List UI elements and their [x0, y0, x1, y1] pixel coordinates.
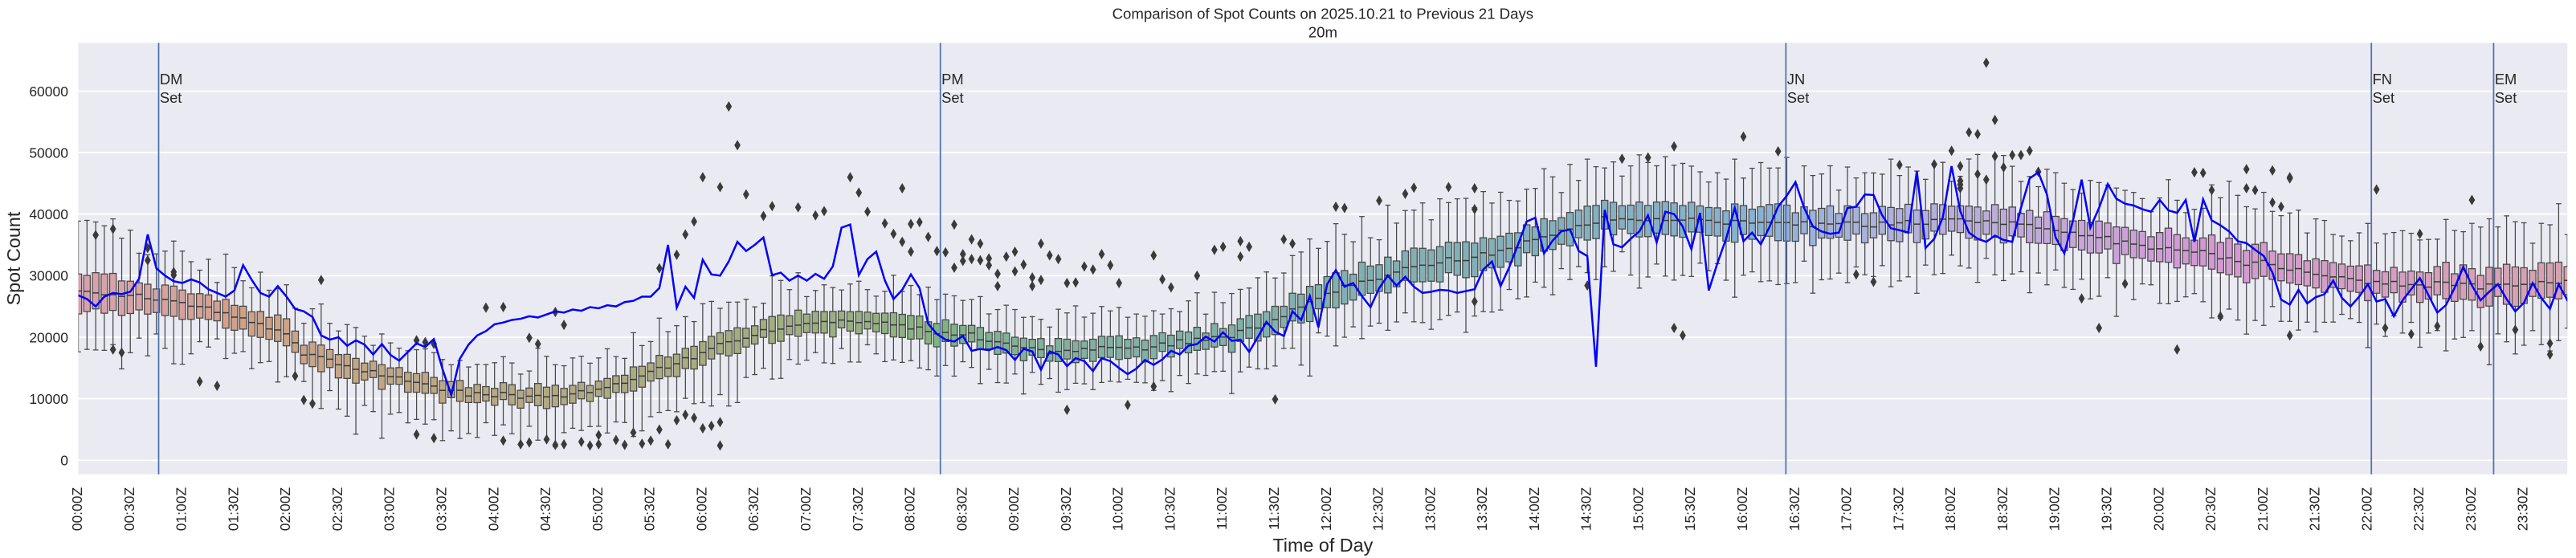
svg-text:00:30Z: 00:30Z [121, 487, 137, 531]
svg-text:Set: Set [2373, 89, 2395, 106]
svg-text:07:30Z: 07:30Z [850, 487, 866, 531]
svg-text:15:00Z: 15:00Z [1630, 487, 1646, 531]
svg-text:50000: 50000 [29, 145, 68, 161]
svg-text:60000: 60000 [29, 83, 68, 100]
svg-text:07:00Z: 07:00Z [798, 487, 814, 531]
svg-text:08:30Z: 08:30Z [953, 487, 970, 531]
svg-text:21:00Z: 21:00Z [2255, 487, 2271, 531]
svg-text:15:30Z: 15:30Z [1682, 487, 1698, 531]
svg-text:10:30Z: 10:30Z [1161, 487, 1178, 531]
svg-text:11:00Z: 11:00Z [1214, 487, 1230, 530]
svg-text:17:00Z: 17:00Z [1839, 487, 1855, 531]
svg-text:13:00Z: 13:00Z [1422, 487, 1438, 531]
svg-text:08:00Z: 08:00Z [902, 487, 918, 531]
svg-text:30000: 30000 [29, 268, 68, 284]
svg-text:16:00Z: 16:00Z [1734, 487, 1750, 531]
svg-text:PM: PM [941, 71, 964, 88]
svg-text:00:00Z: 00:00Z [69, 487, 85, 531]
svg-text:06:00Z: 06:00Z [693, 487, 709, 531]
svg-text:03:30Z: 03:30Z [434, 487, 450, 531]
svg-text:Set: Set [160, 89, 182, 106]
svg-text:13:30Z: 13:30Z [1474, 487, 1490, 531]
svg-text:19:00Z: 19:00Z [2047, 487, 2063, 531]
svg-text:06:30Z: 06:30Z [745, 487, 761, 531]
svg-text:02:00Z: 02:00Z [277, 487, 293, 531]
svg-text:18:00Z: 18:00Z [1942, 487, 1958, 531]
svg-text:20m: 20m [1308, 24, 1337, 41]
svg-text:21:30Z: 21:30Z [2307, 487, 2323, 531]
svg-text:14:00Z: 14:00Z [1526, 487, 1542, 531]
svg-text:22:30Z: 22:30Z [2411, 487, 2427, 531]
svg-text:DM: DM [160, 71, 183, 88]
svg-text:11:30Z: 11:30Z [1266, 487, 1282, 530]
svg-text:20:00Z: 20:00Z [2150, 487, 2166, 531]
svg-text:0: 0 [60, 453, 68, 469]
svg-text:12:30Z: 12:30Z [1370, 487, 1386, 531]
svg-text:18:30Z: 18:30Z [1994, 487, 2011, 531]
svg-text:EM: EM [2495, 71, 2517, 88]
svg-text:05:00Z: 05:00Z [590, 487, 606, 531]
svg-text:FN: FN [2373, 71, 2392, 88]
svg-text:05:30Z: 05:30Z [642, 487, 658, 531]
svg-text:17:30Z: 17:30Z [1890, 487, 1906, 531]
svg-text:22:00Z: 22:00Z [2358, 487, 2374, 531]
svg-text:40000: 40000 [29, 206, 68, 222]
svg-text:10:00Z: 10:00Z [1110, 487, 1126, 531]
svg-text:Time of Day: Time of Day [1272, 535, 1373, 556]
svg-text:20000: 20000 [29, 329, 68, 345]
svg-text:02:30Z: 02:30Z [329, 487, 345, 531]
svg-text:12:00Z: 12:00Z [1318, 487, 1334, 531]
svg-text:19:30Z: 19:30Z [2098, 487, 2114, 531]
svg-text:JN: JN [1787, 71, 1805, 88]
svg-text:Set: Set [2495, 89, 2517, 106]
svg-text:20:30Z: 20:30Z [2202, 487, 2219, 531]
svg-text:09:00Z: 09:00Z [1006, 487, 1022, 531]
svg-text:10000: 10000 [29, 391, 68, 407]
svg-text:Spot Count: Spot Count [3, 211, 24, 305]
svg-text:03:00Z: 03:00Z [382, 487, 398, 531]
svg-text:Set: Set [941, 89, 964, 106]
svg-text:23:30Z: 23:30Z [2515, 487, 2531, 531]
svg-text:01:00Z: 01:00Z [174, 487, 190, 531]
svg-text:01:30Z: 01:30Z [225, 487, 241, 531]
svg-text:Set: Set [1787, 89, 1810, 106]
svg-text:04:00Z: 04:00Z [485, 487, 501, 531]
svg-text:23:00Z: 23:00Z [2463, 487, 2479, 531]
svg-text:Comparison of Spot Counts on 2: Comparison of Spot Counts on 2025.10.21 … [1112, 6, 1533, 22]
svg-text:04:30Z: 04:30Z [537, 487, 553, 531]
svg-text:14:30Z: 14:30Z [1578, 487, 1594, 531]
svg-text:16:30Z: 16:30Z [1786, 487, 1802, 531]
svg-text:09:30Z: 09:30Z [1058, 487, 1074, 531]
